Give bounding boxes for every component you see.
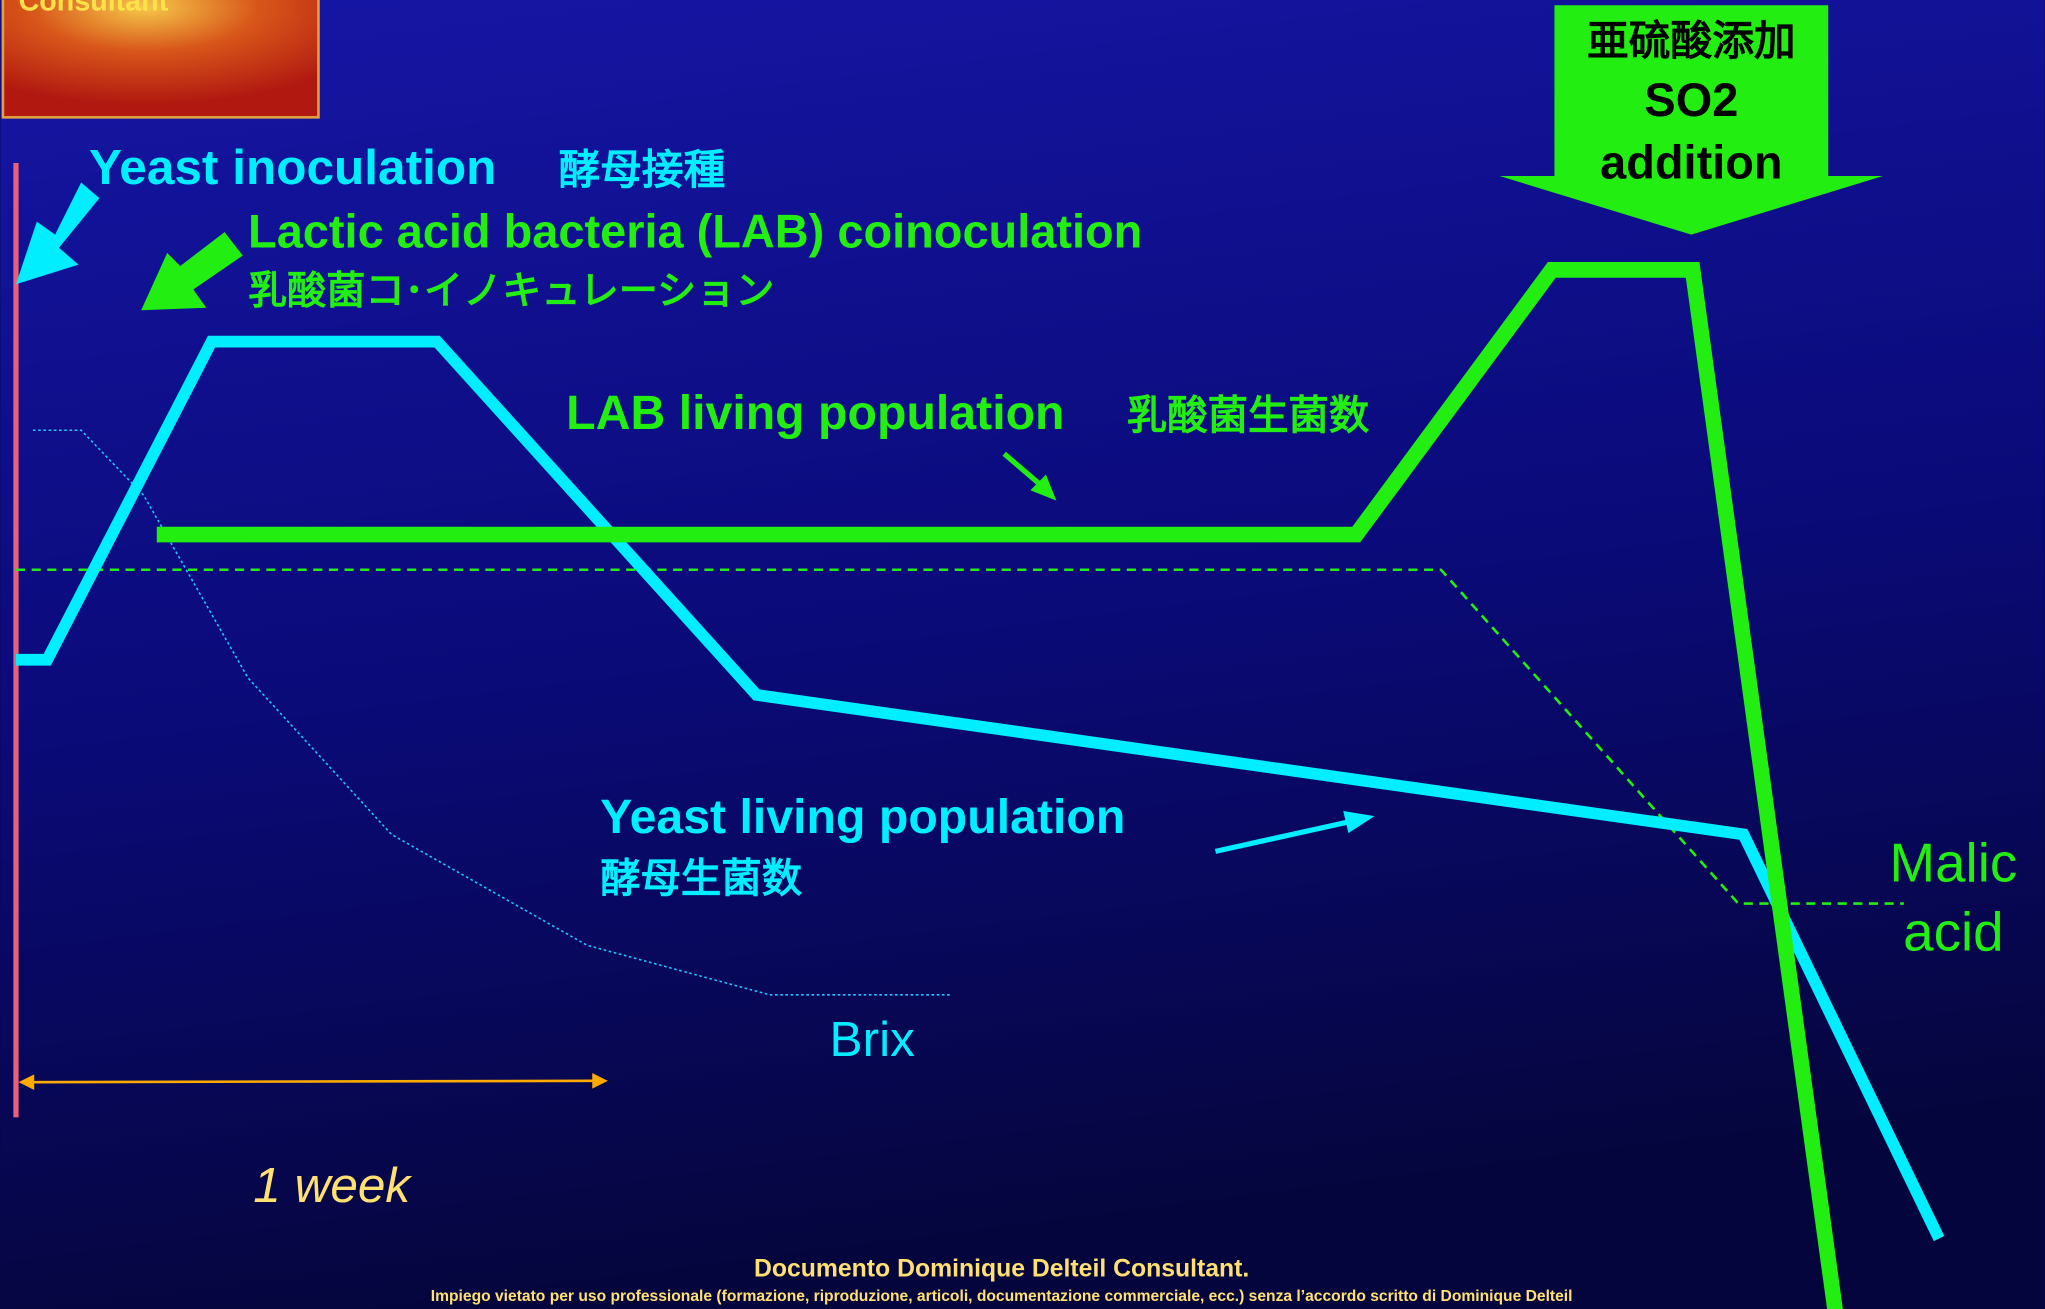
week: 1 week — [253, 1158, 412, 1213]
yeast-inoculation-ja: 酵母接種 — [558, 146, 725, 193]
lab-population-ja: 乳酸菌生菌数 — [1127, 392, 1370, 438]
yeast-inoculation: Yeast inoculation — [89, 140, 496, 195]
footer-note: Impiego vietato per uso professionale (f… — [431, 1288, 1573, 1305]
brix: Brix — [830, 1012, 916, 1067]
so2-addition: addition — [1600, 137, 1782, 189]
acid: acid — [1903, 900, 2003, 962]
so2-ja: 亜硫酸添加 — [1587, 17, 1796, 64]
lab-coinoculation-ja: 乳酸菌コ･イノキュレーション — [248, 270, 774, 313]
so2: SO2 — [1644, 74, 1738, 126]
logo-text: Consultant — [19, 0, 169, 17]
logo — [3, 0, 319, 117]
footer-title: Documento Dominique Delteil Consultant. — [754, 1255, 1249, 1282]
week-arrow — [29, 1081, 595, 1082]
yeast-population: Yeast living population — [600, 790, 1125, 844]
slide: Consultant 亜硫酸添加 SO2 addition Yeast inoc… — [0, 0, 2045, 1309]
lab-population: LAB living population — [566, 386, 1064, 440]
yeast-population-ja: 酵母生菌数 — [600, 855, 803, 901]
malic: Malic — [1890, 831, 2018, 893]
page: {"logo": {"text": "Consultant"}, "labels… — [0, 0, 2045, 1309]
lab-coinoculation: Lactic acid bacteria (LAB) coinoculation — [248, 206, 1142, 258]
